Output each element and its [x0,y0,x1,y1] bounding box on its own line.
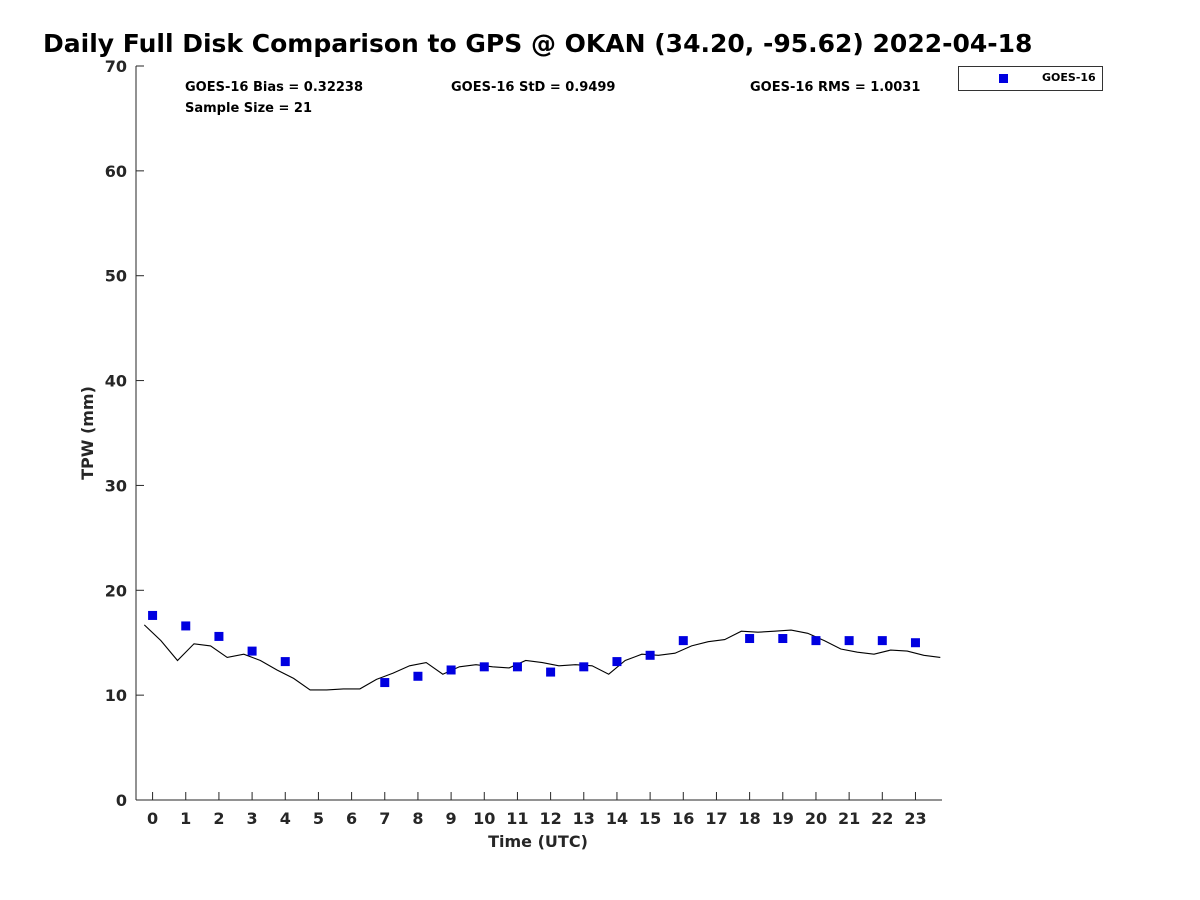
goes-16-point [247,646,257,656]
x-tick-label: 20 [805,809,827,828]
x-tick-label: 5 [313,809,324,828]
x-tick-label: 23 [904,809,926,828]
legend: GOES-16 [958,66,1103,91]
x-tick-label: 22 [871,809,893,828]
bias-stat: GOES-16 Bias = 0.32238 [185,80,364,95]
rms-stat: GOES-16 RMS = 1.0031 [750,80,921,95]
x-axis-title: Time (UTC) [488,832,588,851]
goes-16-point [512,662,522,672]
y-axis-title: TPW (mm) [78,386,97,480]
chart-title: Daily Full Disk Comparison to GPS @ OKAN… [43,29,1033,58]
y-tick-label: 40 [105,372,127,391]
goes-16-point [811,636,821,646]
y-tick-label: 10 [105,686,127,705]
goes-16-point [546,667,556,677]
x-tick-label: 3 [247,809,258,828]
goes-points-group [148,610,920,688]
goes-16-point [148,610,158,620]
x-tick-label: 11 [506,809,528,828]
goes-16-point [579,662,589,672]
y-tick-label: 0 [116,791,127,810]
std-stat: GOES-16 StD = 0.9499 [451,80,616,95]
goes-16-point [612,657,622,667]
goes-16-point [446,665,456,675]
sample-size-stat: Sample Size = 21 [185,101,313,116]
goes-16-point [778,634,788,644]
goes-16-point [678,636,688,646]
goes-16-point [181,621,191,631]
x-tick-label: 17 [705,809,727,828]
x-tick-label: 18 [738,809,760,828]
goes-16-point [380,678,390,688]
x-tick-label: 8 [412,809,423,828]
goes-16-point [910,638,920,648]
x-tick-label: 15 [639,809,661,828]
x-tick-label: 9 [446,809,457,828]
y-tick-label: 30 [105,476,127,495]
x-tick-label: 10 [473,809,495,828]
x-tick-label: 0 [147,809,158,828]
x-tick-label: 12 [539,809,561,828]
x-tick-label: 1 [180,809,191,828]
goes-16-point [844,636,854,646]
goes-16-point [280,657,290,667]
x-tick-label: 16 [672,809,694,828]
legend-label: GOES-16 [1042,71,1096,84]
gps-line-group [143,624,941,691]
legend-square-marker [999,74,1008,83]
x-tick-label: 6 [346,809,357,828]
goes-16-point [877,636,887,646]
goes-16-point [214,631,224,641]
x-tick-label: 21 [838,809,860,828]
gps-tpw-line [143,624,941,691]
y-tick-label: 70 [105,57,127,76]
x-tick-label: 4 [280,809,291,828]
goes-16-point [645,650,655,660]
x-tick-label: 19 [772,809,794,828]
x-tick-label: 13 [573,809,595,828]
x-tick-label: 14 [606,809,628,828]
y-tick-label: 60 [105,162,127,181]
goes-16-point [745,634,755,644]
y-tick-label: 20 [105,581,127,600]
goes-16-point [479,662,489,672]
x-tick-label: 7 [379,809,390,828]
y-tick-label: 50 [105,267,127,286]
goes-16-point [413,671,423,681]
x-tick-label: 2 [213,809,224,828]
